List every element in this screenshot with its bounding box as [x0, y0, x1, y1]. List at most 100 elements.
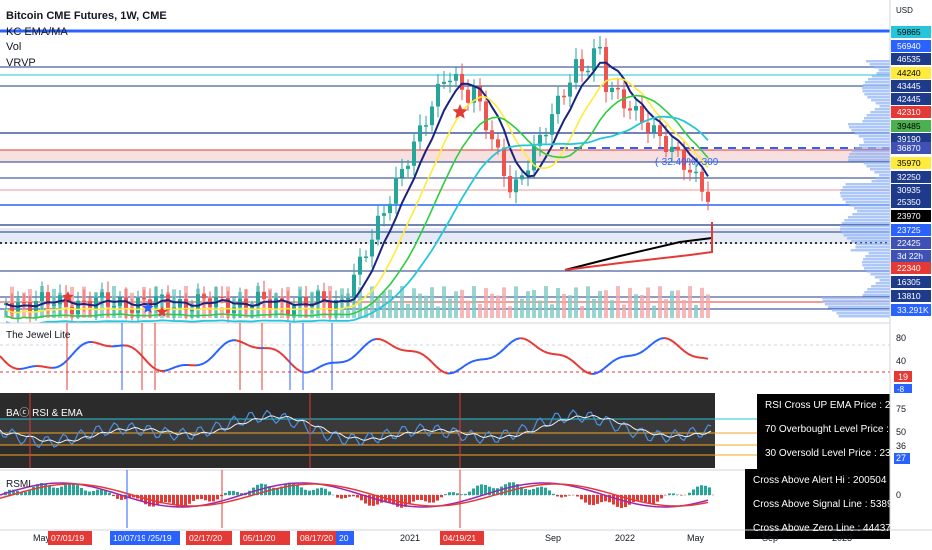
- volume-bar: [502, 287, 506, 318]
- volume-profile-bar: [849, 126, 890, 129]
- jewel-line: [483, 357, 489, 361]
- candle-body: [346, 297, 350, 300]
- jewel-line: [275, 349, 281, 354]
- volume-profile-bar: [876, 72, 890, 75]
- jewel-line: [315, 365, 321, 370]
- rsmi-histogram-bar: [540, 486, 543, 495]
- date-flag-bg: [186, 531, 232, 545]
- date-flag: 05/11/20: [243, 533, 276, 543]
- candle-body: [634, 106, 638, 111]
- pane-rsi-title[interactable]: BAⓒ RSI & EMA: [6, 408, 83, 419]
- volume-profile-bar: [847, 216, 890, 219]
- candle-body: [298, 296, 302, 306]
- rsmi-histogram-bar: [96, 489, 99, 495]
- pane-rsmi-title[interactable]: RSMI: [6, 479, 31, 490]
- jewel-line: [367, 339, 373, 344]
- rsmi-histogram-bar: [692, 489, 695, 495]
- rsmi-histogram-bar: [144, 495, 147, 505]
- rsmi-histogram-bar: [500, 486, 503, 495]
- indicator-vol[interactable]: Vol: [6, 41, 22, 53]
- price-label-bg: [891, 142, 931, 154]
- volume-profile-bar: [841, 222, 890, 225]
- pane-jewel-title[interactable]: The Jewel Lite: [6, 330, 71, 341]
- indicator-kc-ema[interactable]: KC EMA/MA: [6, 26, 68, 38]
- volume-profile-bar: [854, 207, 890, 210]
- rsmi-histogram-bar: [180, 495, 183, 508]
- candle-body: [652, 125, 656, 133]
- volume-profile-bar: [848, 123, 890, 126]
- jewel-line: [343, 359, 349, 363]
- jewel-line: [251, 345, 257, 349]
- volume-profile-bar: [840, 192, 890, 195]
- rsmi-histogram-bar: [48, 485, 51, 495]
- jewel-line: [387, 342, 393, 347]
- volume-bar: [436, 306, 440, 318]
- rsmi-histogram-bar: [292, 482, 295, 495]
- jewel-line: [579, 366, 585, 372]
- rsmi-histogram-bar: [340, 495, 343, 499]
- volume-profile-bar: [865, 255, 890, 258]
- volume-profile-bar: [870, 273, 890, 276]
- date-flag: 10/07/19: [113, 533, 146, 543]
- rsmi-histogram-bar: [576, 495, 579, 497]
- rsmi-histogram-bar: [440, 495, 443, 498]
- jewel-line: [219, 343, 225, 350]
- candle-body: [382, 213, 386, 216]
- volume-profile-bar: [863, 258, 890, 261]
- volume-bar: [628, 287, 632, 318]
- rsmi-histogram-bar: [276, 488, 279, 495]
- candle-body: [694, 171, 698, 174]
- rsmi-histogram-bar: [640, 495, 643, 501]
- rsmi-histogram-bar: [608, 495, 611, 503]
- rsmi-histogram-bar: [636, 495, 639, 501]
- jewel-tick: 40: [896, 356, 906, 366]
- volume-profile-bar: [857, 210, 890, 213]
- price-label-bg: [891, 93, 931, 105]
- jewel-line: [339, 360, 345, 364]
- price-label: 22340: [897, 263, 921, 273]
- volume-bar: [262, 303, 266, 318]
- volume-profile-bar: [843, 234, 890, 237]
- rsmi-histogram-bar: [460, 494, 463, 495]
- price-label: 39190: [897, 134, 921, 144]
- candle-body: [472, 86, 476, 103]
- price-label: 23725: [897, 225, 921, 235]
- rsmi-histogram-bar: [264, 484, 267, 495]
- volume-bar: [646, 287, 650, 318]
- rsmi-histogram-bar: [532, 488, 535, 495]
- candle-body: [322, 291, 326, 303]
- rsmi-histogram-bar: [28, 489, 31, 495]
- volume-bar: [220, 307, 224, 318]
- volume-bar: [406, 303, 410, 318]
- jewel-line: [667, 337, 673, 342]
- jewel-line: [95, 341, 101, 345]
- jewel-line: [55, 365, 61, 369]
- jewel-line: [623, 355, 629, 358]
- rsmi-histogram-bar: [240, 493, 243, 495]
- volume-bar: [604, 290, 608, 318]
- rsmi-histogram-bar: [616, 495, 619, 507]
- rsmi-histogram-bar: [300, 487, 303, 495]
- candle-body: [22, 302, 26, 304]
- date-flag-bg: [336, 531, 354, 545]
- jewel-line: [607, 361, 613, 366]
- jewel-line: [39, 365, 45, 368]
- candle-body: [184, 299, 188, 310]
- date-flag: 08/17/20: [300, 533, 333, 543]
- volume-profile-bar: [862, 261, 890, 264]
- rsmi-histogram-bar: [112, 495, 115, 497]
- candle-body: [574, 59, 578, 83]
- rsi-ema-line: [0, 415, 712, 444]
- rsmi-histogram-bar: [12, 489, 15, 495]
- indicator-vrvp[interactable]: VRVP: [6, 57, 36, 69]
- rsmi-histogram-bar: [652, 495, 655, 504]
- candle-body: [496, 139, 500, 148]
- jewel-line: [279, 351, 285, 357]
- price-label: 22425: [897, 238, 921, 248]
- jewel-line: [3, 359, 9, 366]
- price-label-bg: [891, 224, 931, 236]
- time-tick: Sep: [545, 533, 561, 543]
- rsmi-histogram-bar: [316, 488, 319, 495]
- jewel-line: [487, 356, 493, 360]
